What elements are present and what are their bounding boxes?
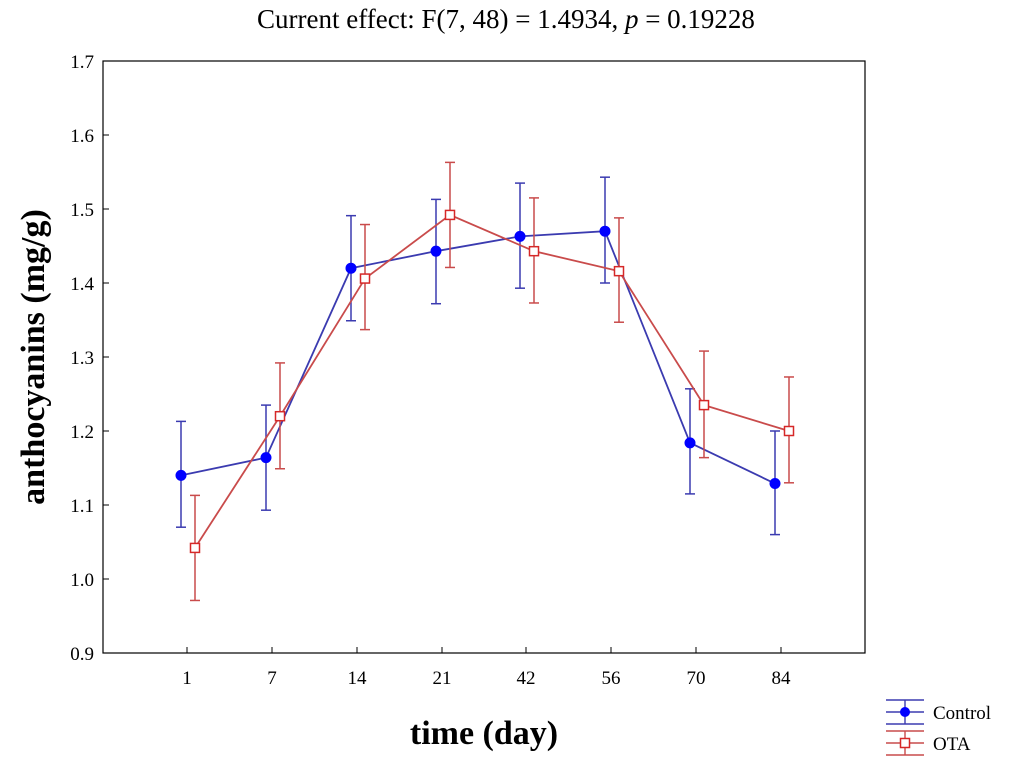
x-axis-label: time (day)	[410, 715, 558, 752]
data-point	[698, 399, 710, 411]
legend: Control OTA	[886, 699, 991, 756]
chart-title: Current effect: F(7, 48) = 1.4934, p = 0…	[257, 4, 755, 34]
legend-marker	[899, 737, 911, 749]
series-ota	[189, 161, 795, 602]
x-tick-label: 14	[348, 668, 368, 689]
y-tick-label: 1.6	[70, 126, 94, 147]
y-tick-label: 1.3	[70, 348, 94, 369]
x-tick-label: 56	[602, 668, 621, 689]
x-tick-label: 21	[433, 668, 452, 689]
data-point	[769, 478, 781, 490]
data-point	[359, 273, 371, 284]
legend-item-control: Control	[886, 699, 991, 725]
x-tick-label: 1	[182, 668, 192, 689]
data-point	[613, 265, 625, 277]
series-layer	[175, 161, 795, 602]
y-tick-label: 1.1	[70, 496, 94, 517]
data-point	[345, 262, 357, 274]
chart-title-prefix: Current effect: F(7, 48) = 1.4934,	[257, 4, 625, 34]
data-point	[783, 425, 795, 437]
x-axis: 1 7 14 21 42 56 70 84	[182, 647, 791, 689]
data-point	[175, 469, 187, 481]
data-point	[189, 542, 201, 554]
y-axis-label: anthocyanins (mg/g)	[15, 209, 52, 505]
legend-label: Control	[933, 703, 991, 724]
data-point	[684, 437, 696, 449]
y-tick-label: 1.2	[70, 422, 94, 443]
y-tick-label: 1.5	[70, 200, 94, 221]
chart-title-p: p	[623, 4, 639, 34]
data-point	[514, 230, 526, 242]
data-point	[599, 225, 611, 237]
chart-title-suffix: = 0.19228	[638, 4, 754, 34]
data-point	[430, 245, 442, 257]
legend-item-ota: OTA	[886, 730, 971, 756]
data-point	[260, 452, 272, 464]
x-tick-label: 70	[687, 668, 706, 689]
y-tick-label: 1.4	[70, 274, 94, 295]
data-point	[274, 410, 286, 422]
x-tick-label: 7	[267, 668, 277, 689]
y-tick-label: 0.9	[70, 644, 94, 665]
y-tick-label: 1.0	[70, 570, 94, 591]
series-control	[175, 176, 781, 536]
x-tick-label: 42	[517, 668, 536, 689]
legend-label: OTA	[933, 734, 971, 755]
data-point	[444, 209, 456, 221]
data-point	[528, 245, 540, 257]
legend-marker	[900, 707, 910, 717]
plot-frame	[102, 60, 866, 654]
y-axis: 0.9 1.0 1.1 1.2 1.3 1.4 1.5 1.6 1.7	[70, 52, 109, 665]
y-tick-label: 1.7	[70, 52, 94, 73]
x-tick-label: 84	[772, 668, 792, 689]
series-line	[194, 213, 790, 549]
